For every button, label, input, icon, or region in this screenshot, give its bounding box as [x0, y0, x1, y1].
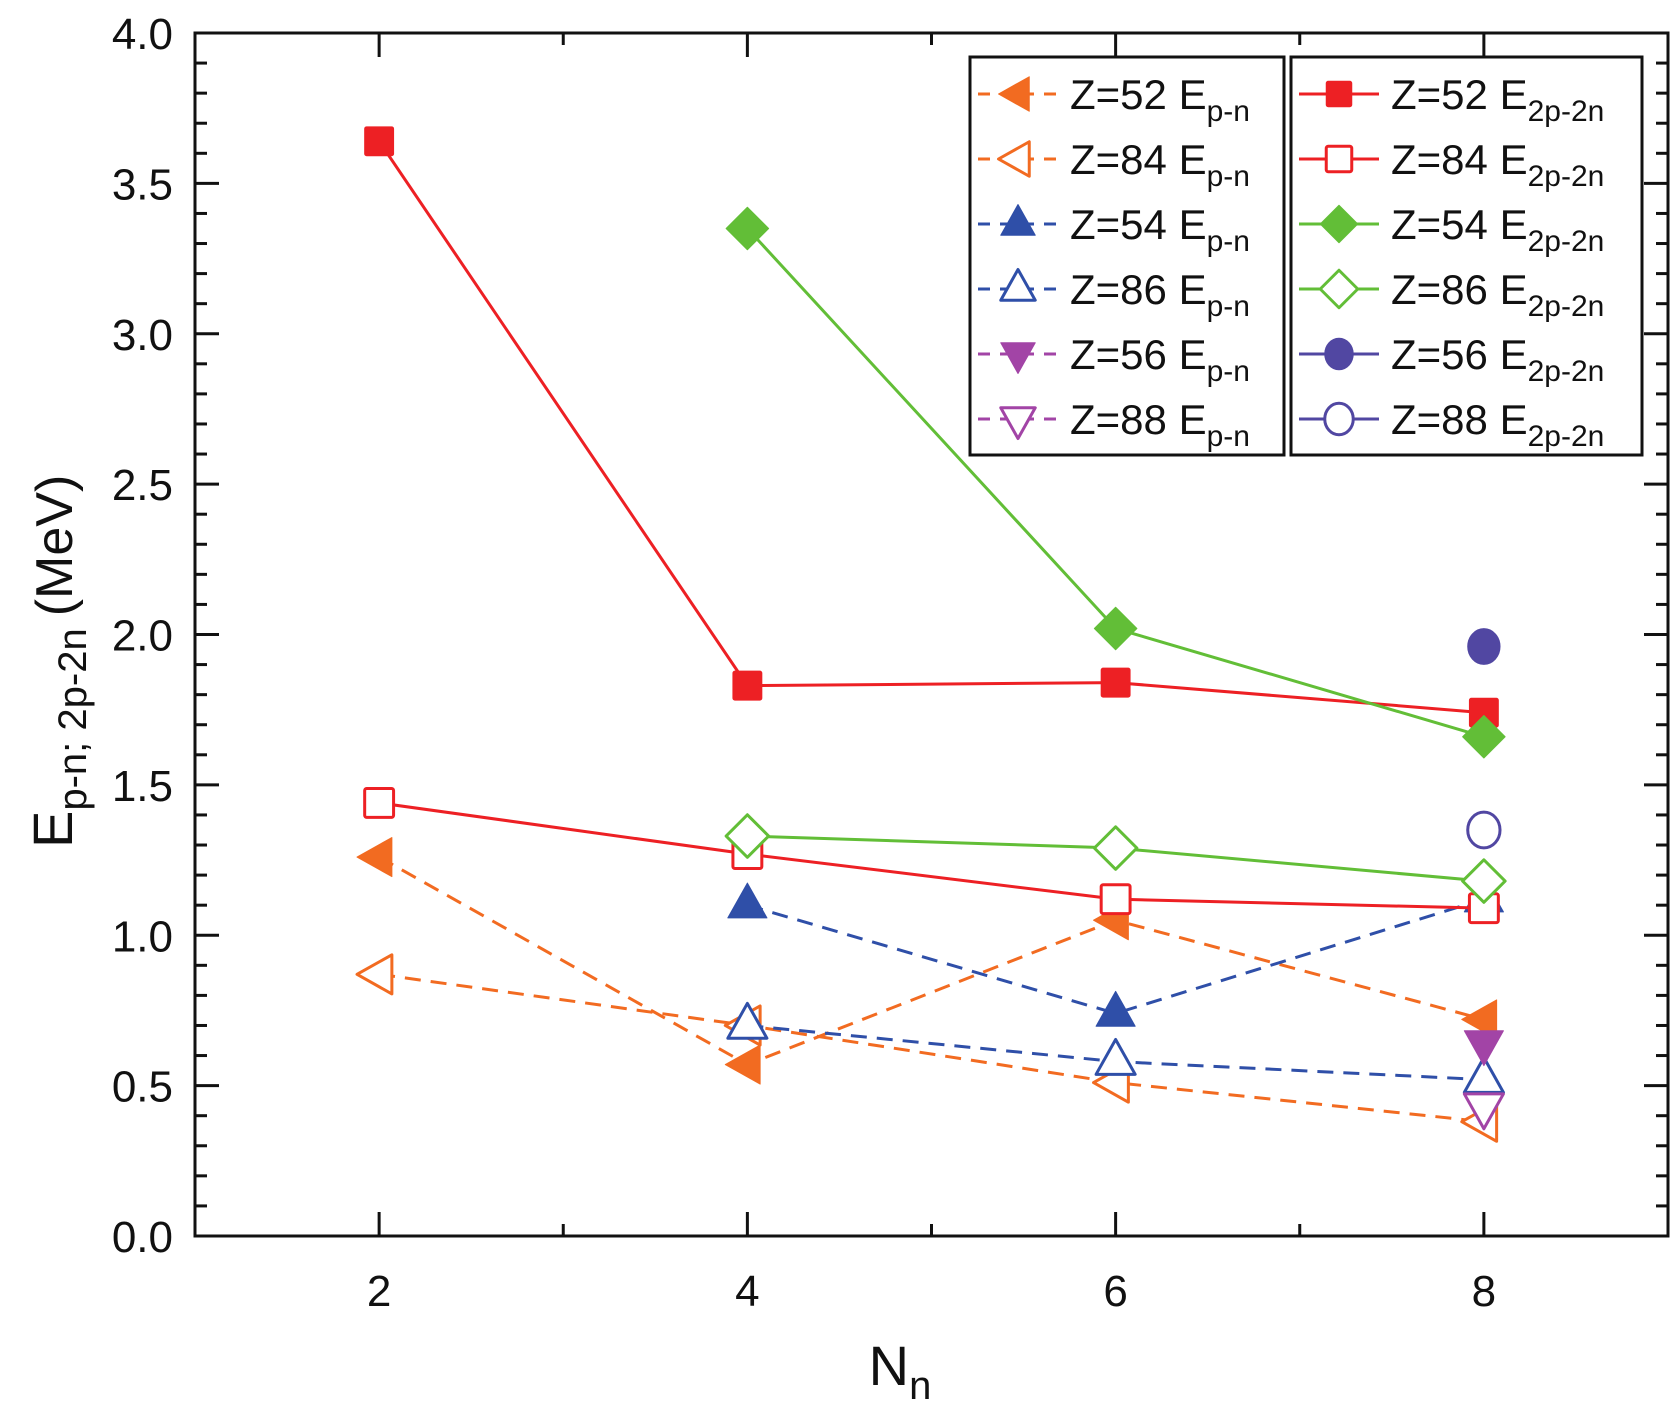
data-point	[1101, 885, 1130, 914]
series-z-56-e2p-2n	[1468, 629, 1500, 665]
legend-label-main: Z=52 E	[1070, 71, 1207, 118]
y-tick-label: 1.5	[112, 762, 173, 811]
legend: Z=52 Ep-nZ=84 Ep-nZ=54 Ep-nZ=86 Ep-nZ=56…	[970, 57, 1642, 455]
x-tick-label: 4	[735, 1267, 759, 1316]
legend-label-subscript: p-n	[1207, 95, 1250, 128]
series-z-56-ep-n	[1464, 1031, 1503, 1066]
legend-label-main: Z=88 E	[1391, 396, 1528, 443]
legend-marker	[1326, 81, 1352, 107]
y-tick-label: 0.5	[112, 1063, 173, 1112]
data-point	[733, 671, 762, 700]
data-point	[728, 883, 767, 918]
legend-label-subscript: 2p-2n	[1528, 290, 1605, 323]
legend-label-main: Z=88 E	[1070, 396, 1207, 443]
legend-label-main: Z=86 E	[1070, 266, 1207, 313]
x-tick-label: 6	[1103, 1267, 1127, 1316]
data-point	[357, 955, 392, 994]
legend-label-subscript: 2p-2n	[1528, 225, 1605, 258]
legend-label-subscript: p-n	[1207, 290, 1250, 323]
legend-marker	[1325, 403, 1354, 435]
data-point	[365, 127, 394, 156]
series-z-88-e2p-2n	[1468, 812, 1500, 848]
data-point	[1101, 668, 1130, 697]
legend-label-subscript: 2p-2n	[1528, 355, 1605, 388]
legend-label-main: Z=52 E	[1391, 71, 1528, 118]
legend-label-main: Z=84 E	[1070, 136, 1207, 183]
series-z-84-ep-n	[357, 955, 1497, 1141]
legend-label-subscript: p-n	[1207, 420, 1250, 453]
legend-box-p-n: Z=52 Ep-nZ=84 Ep-nZ=54 Ep-nZ=86 Ep-nZ=56…	[970, 57, 1284, 455]
y-axis-title: Ep-n; 2p-2n(MeV)	[21, 475, 95, 848]
data-point	[725, 1045, 760, 1084]
data-point	[1096, 1039, 1135, 1074]
legend-label-subscript: p-n	[1207, 225, 1250, 258]
y-tick-label: 4.0	[112, 10, 173, 59]
series-line	[379, 803, 1484, 908]
series-z-52-ep-n	[357, 838, 1497, 1085]
y-tick-label: 3.5	[112, 160, 173, 209]
legend-label-main: Z=84 E	[1391, 136, 1528, 183]
legend-label-main: Z=86 E	[1391, 266, 1528, 313]
y-tick-label: 2.5	[112, 461, 173, 510]
data-point	[357, 838, 392, 877]
legend-label-main: Z=56 E	[1391, 331, 1528, 378]
legend-marker	[1326, 146, 1352, 172]
data-point	[365, 788, 394, 817]
series-z-84-e2p-2n	[365, 788, 1499, 922]
data-point	[1464, 1031, 1503, 1066]
series-line	[379, 974, 1484, 1121]
legend-marker	[1325, 338, 1354, 370]
y-tick-label: 2.0	[112, 612, 173, 661]
x-axis-title: Nn	[869, 1334, 932, 1407]
legend-label-main: Z=54 E	[1070, 201, 1207, 248]
legend-label-subscript: 2p-2n	[1528, 420, 1605, 453]
y-tick-label: 1.0	[112, 912, 173, 961]
data-point	[1094, 827, 1137, 870]
legend-label-main: Z=56 E	[1070, 331, 1207, 378]
legend-label-main: Z=54 E	[1391, 201, 1528, 248]
x-tick-label: 2	[367, 1267, 391, 1316]
legend-label-subscript: 2p-2n	[1528, 95, 1605, 128]
legend-box-2p-2n: Z=52 E2p-2nZ=84 E2p-2nZ=54 E2p-2nZ=86 E2…	[1291, 57, 1642, 455]
data-point	[1468, 812, 1500, 848]
legend-label-subscript: p-n	[1207, 160, 1250, 193]
y-tick-label: 0.0	[112, 1213, 173, 1262]
data-point	[1468, 629, 1500, 665]
y-tick-label: 3.0	[112, 311, 173, 360]
legend-label-subscript: 2p-2n	[1528, 160, 1605, 193]
legend-label-subscript: p-n	[1207, 355, 1250, 388]
x-tick-label: 8	[1472, 1267, 1496, 1316]
